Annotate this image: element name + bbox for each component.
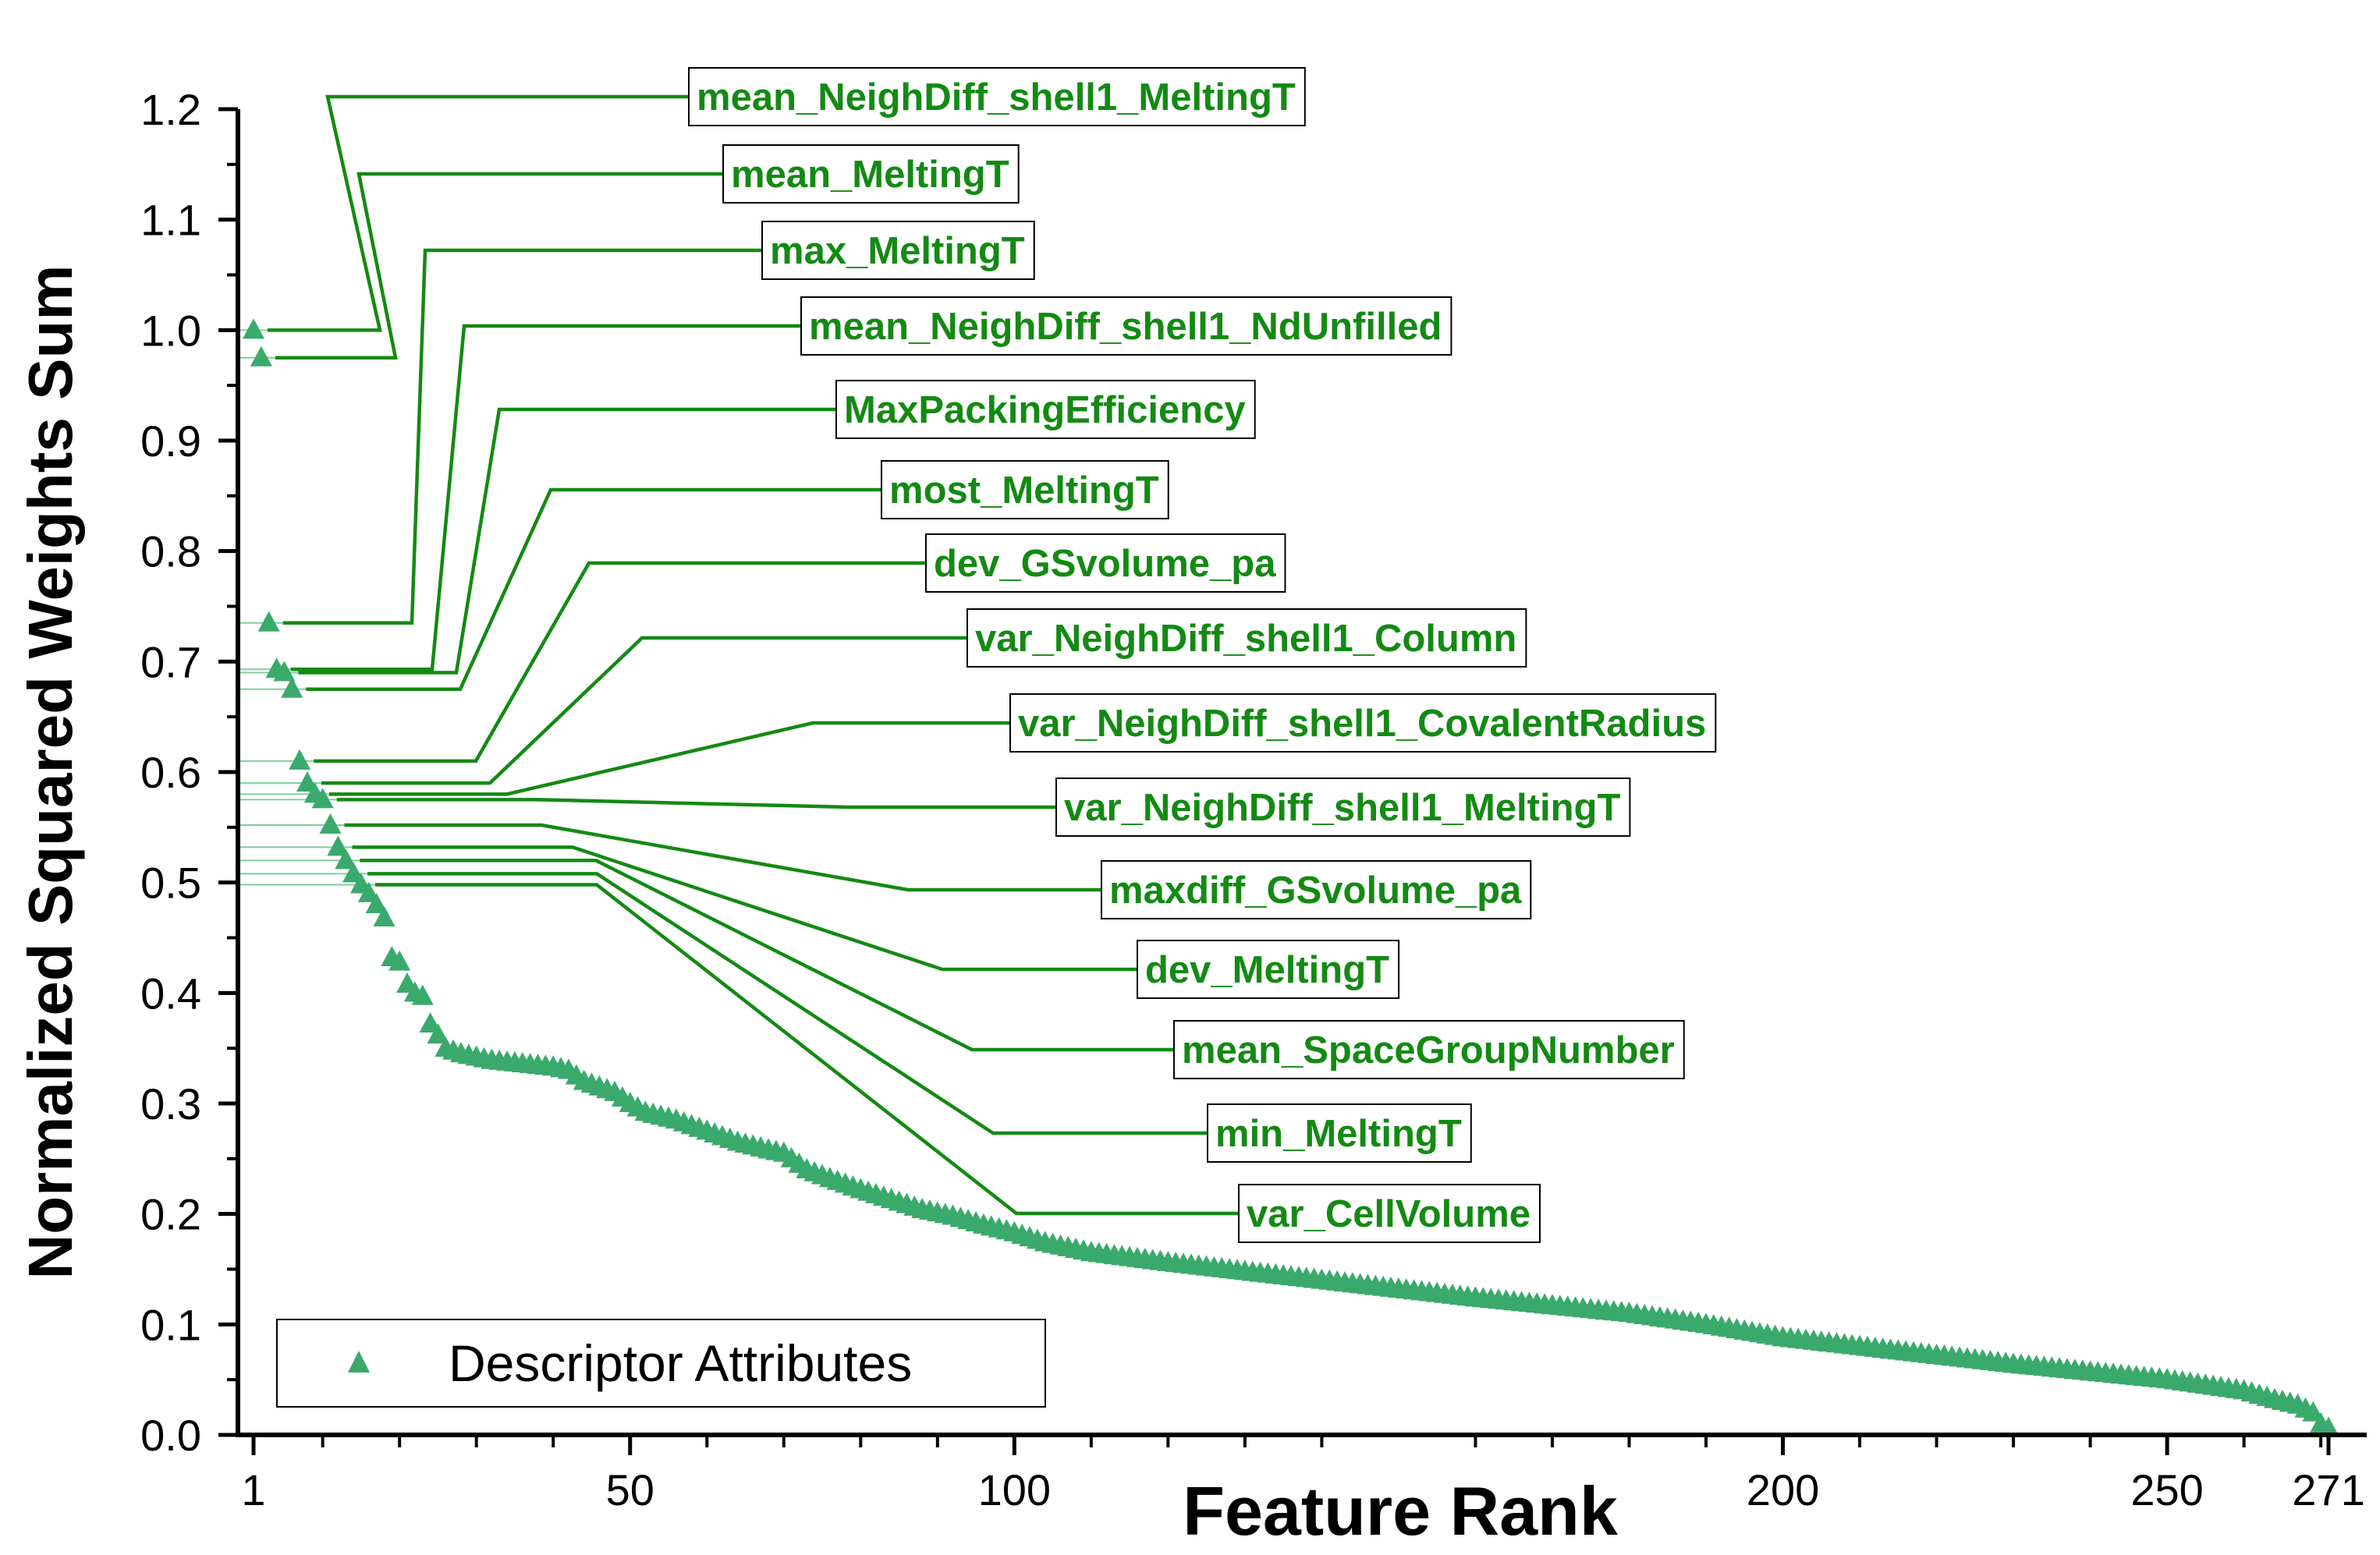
annotation-leader-line	[360, 859, 1174, 1052]
x-tick-label: 50	[606, 1465, 654, 1514]
annotation-label: mean_NeighDiff_shell1_NdUnfilled	[809, 306, 1442, 348]
data-marker	[411, 984, 434, 1005]
annotation-label: maxdiff_GSvolume_pa	[1109, 870, 1522, 912]
annotation-box	[925, 533, 1286, 593]
annotation-leader-line	[282, 248, 762, 625]
annotation-leader-line	[328, 721, 1010, 796]
x-tick-label: 200	[1747, 1465, 1819, 1514]
y-tick-label: 0.6	[140, 748, 201, 797]
x-tick-label: 271	[2292, 1465, 2364, 1514]
y-tick-label: 1.2	[140, 85, 201, 134]
annotation-label: min_MeltingT	[1215, 1113, 1462, 1155]
annotation-leader-line	[374, 883, 1239, 1216]
annotation-box	[800, 296, 1452, 356]
data-marker	[427, 1023, 449, 1044]
y-axis-title: Normalized Squared Weights Sum	[16, 265, 85, 1280]
data-marker	[250, 345, 272, 367]
annotation-leader-line	[298, 407, 836, 675]
annotation-label: dev_GSvolume_pa	[934, 543, 1276, 585]
data-marker	[289, 749, 311, 770]
data-marker	[2318, 1416, 2339, 1437]
annotation-box	[967, 608, 1527, 668]
data-markers	[243, 318, 2339, 1437]
y-tick-label: 0.5	[140, 859, 201, 908]
annotation-box	[1137, 940, 1400, 999]
data-marker	[273, 661, 296, 682]
annotation-box	[1173, 1020, 1685, 1079]
y-ticks: 0.0 0.1 0.2 0.3 0.4 0.5 0.6 0.7 0.8 0.9 1.0 1.1 1.2	[140, 85, 238, 1460]
legend-box	[276, 1319, 1046, 1408]
annotation-box	[688, 67, 1306, 126]
annotation-label: mean_NeighDiff_shell1_MeltingT	[697, 76, 1296, 119]
annotation-label: var_NeighDiff_shell1_CovalentRadius	[1018, 703, 1706, 745]
y-tick-label: 1.1	[140, 196, 201, 245]
annotation-leader-line	[268, 94, 689, 332]
annotation-leader-line	[321, 636, 967, 785]
x-tick-label: 250	[2130, 1465, 2203, 1514]
annotation-leader-line	[314, 561, 926, 763]
data-marker	[388, 950, 411, 971]
annotation-box	[1055, 778, 1631, 837]
data-marker	[311, 788, 334, 809]
annotation-leader-line	[344, 823, 1101, 892]
y-tick-label: 0.2	[140, 1190, 201, 1239]
y-tick-label: 0.8	[140, 527, 201, 576]
annotation-leader-line	[275, 172, 723, 360]
annotation-labels: mean_NeighDiff_shell1_MeltingT mean_Melti…	[688, 67, 1717, 1243]
data-marker	[365, 893, 388, 913]
annotation-box	[1101, 860, 1532, 919]
data-marker	[243, 318, 264, 339]
data-marker	[327, 835, 349, 856]
annotation-label: MaxPackingEfficiency	[844, 389, 1246, 431]
annotation-label: most_MeltingT	[889, 469, 1159, 512]
annotation-leader-line	[336, 798, 1056, 809]
x-tick-label: 1	[241, 1465, 265, 1514]
annotation-leader-line	[367, 872, 1208, 1135]
annotation-label: var_NeighDiff_shell1_Column	[975, 618, 1516, 660]
data-marker	[373, 906, 395, 926]
data-marker	[319, 813, 342, 834]
data-marker	[335, 848, 357, 870]
annotation-box	[1238, 1184, 1541, 1243]
annotation-box	[1009, 693, 1717, 753]
annotation-label: var_CellVolume	[1247, 1193, 1531, 1235]
annotation-box	[835, 380, 1256, 439]
annotation-box	[722, 144, 1020, 204]
annotation-box	[881, 460, 1169, 519]
x-tick-label: 100	[978, 1465, 1051, 1514]
legend-marker-icon	[348, 1351, 370, 1373]
annotation-label: var_NeighDiff_shell1_MeltingT	[1064, 787, 1620, 829]
x-axis-title: Feature Rank	[1183, 1472, 1619, 1550]
annotation-label: max_MeltingT	[770, 230, 1025, 272]
data-marker	[257, 611, 280, 632]
annotation-box	[1207, 1103, 1472, 1163]
legend: Descriptor Attributes	[276, 1319, 1046, 1408]
y-tick-label: 0.4	[140, 969, 201, 1018]
annotation-label: mean_SpaceGroupNumber	[1182, 1029, 1675, 1071]
data-marker	[281, 677, 303, 698]
annotation-box	[761, 221, 1035, 280]
y-tick-label: 0.1	[140, 1300, 201, 1349]
y-tick-label: 0.3	[140, 1079, 201, 1128]
annotation-leader-line	[352, 845, 1137, 972]
annotation-label: mean_MeltingT	[731, 154, 1009, 196]
y-tick-label: 1.0	[140, 306, 201, 355]
annotation-leader-line	[290, 324, 801, 671]
legend-entry: Descriptor Attributes	[449, 1334, 912, 1392]
annotation-leader-line	[306, 487, 881, 691]
y-tick-label: 0.7	[140, 637, 201, 686]
y-tick-label: 0.0	[140, 1411, 201, 1460]
axes: 0.00.10.20.30.40.50.60.70.80.91.01.11.2 …	[140, 85, 2367, 1514]
annotation-label: dev_MeltingT	[1145, 949, 1389, 991]
x-ticks: 1 50 100 200 250 271	[241, 1435, 2365, 1514]
y-tick-label: 0.9	[140, 416, 201, 466]
